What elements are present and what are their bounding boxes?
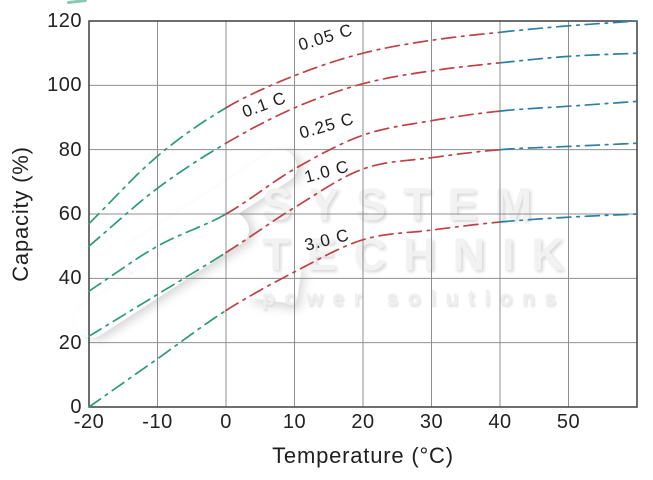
y-tick-label: 0 (70, 396, 82, 418)
x-tick-label: 40 (488, 411, 512, 433)
x-tick-label: 0 (220, 411, 232, 433)
x-tick-label: -20 (73, 411, 105, 433)
x-tick-label: 20 (351, 411, 375, 433)
watermark-line2: TECHNIK (262, 229, 581, 280)
y-axis-title: Capacity (%) (8, 146, 33, 282)
x-tick-label: 30 (419, 411, 444, 433)
x-axis-title: Temperature (°C) (272, 443, 454, 468)
watermark-line3: power solutions (262, 287, 566, 310)
y-tick-label: 80 (58, 138, 82, 161)
y-tick-label: 120 (47, 10, 82, 32)
x-tick-label: 10 (282, 411, 307, 433)
watermark-line1: SYSTEM (262, 179, 550, 230)
y-tick-label: 60 (58, 203, 82, 225)
y-tick-label: 40 (58, 267, 82, 290)
y-tick-label: 100 (47, 74, 82, 97)
x-tick-label: -10 (142, 411, 173, 433)
watermark-text: SYSTEM TECHNIK power solutions (262, 180, 581, 314)
y-tick-label: 20 (58, 331, 82, 354)
x-tick-label: 50 (556, 411, 581, 433)
